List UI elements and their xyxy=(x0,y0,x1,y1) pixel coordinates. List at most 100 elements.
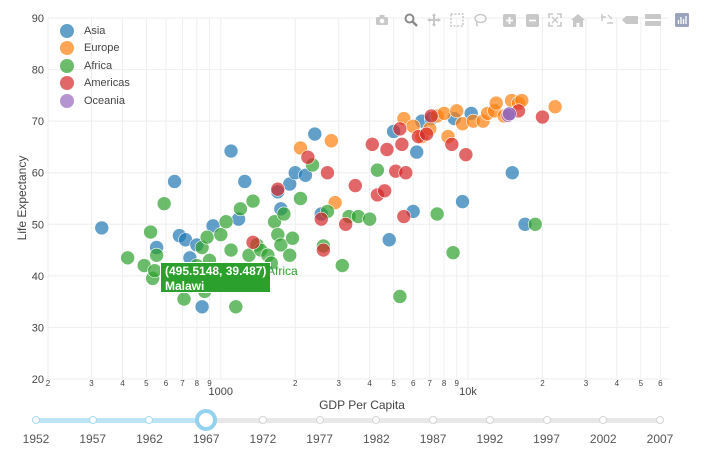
data-point-americas[interactable] xyxy=(364,137,380,152)
data-point-africa[interactable] xyxy=(143,224,158,240)
data-point-americas[interactable] xyxy=(270,181,286,197)
year-slider-step[interactable] xyxy=(258,416,267,424)
data-point-africa[interactable] xyxy=(429,206,445,222)
year-slider-step[interactable] xyxy=(145,416,154,424)
data-point-americas[interactable] xyxy=(377,183,392,199)
zoom-out-icon[interactable] xyxy=(523,11,541,29)
data-point-americas[interactable] xyxy=(419,126,434,142)
year-label-2002[interactable]: 2002 xyxy=(589,432,617,446)
year-slider-step[interactable] xyxy=(88,416,97,424)
data-point-africa[interactable] xyxy=(223,242,239,258)
year-label-1957[interactable]: 1957 xyxy=(79,432,107,446)
data-point-africa[interactable] xyxy=(176,291,192,307)
zoom-icon[interactable] xyxy=(402,11,420,29)
legend-item-europe[interactable]: Europe xyxy=(60,40,130,58)
pan-icon[interactable] xyxy=(425,11,443,29)
autoscale-icon[interactable] xyxy=(546,11,564,29)
data-point-americas[interactable] xyxy=(396,209,412,224)
year-slider-step[interactable] xyxy=(315,416,324,424)
legend-item-africa[interactable]: Africa xyxy=(60,57,130,75)
data-point-asia[interactable] xyxy=(307,126,323,142)
data-point-asia[interactable] xyxy=(94,220,110,236)
data-point-africa[interactable] xyxy=(213,227,229,242)
year-label-1977[interactable]: 1977 xyxy=(306,432,333,446)
data-point-africa[interactable] xyxy=(273,237,289,253)
data-point-africa[interactable] xyxy=(245,193,261,209)
year-slider-step[interactable] xyxy=(542,416,551,424)
data-point-asia[interactable] xyxy=(167,174,182,189)
data-point-americas[interactable] xyxy=(458,147,474,162)
data-point-americas[interactable] xyxy=(394,137,410,152)
data-point-europe[interactable] xyxy=(449,103,465,119)
data-point-europe[interactable] xyxy=(324,133,339,149)
data-point-asia[interactable] xyxy=(504,165,520,181)
year-label-1972[interactable]: 1972 xyxy=(249,432,277,446)
data-point-africa[interactable] xyxy=(199,229,215,245)
lasso-select-icon[interactable] xyxy=(471,11,489,29)
legend-item-americas[interactable]: Americas xyxy=(60,75,130,93)
legend-item-asia[interactable]: Asia xyxy=(60,22,130,40)
data-point-asia[interactable] xyxy=(223,143,239,159)
year-slider-step[interactable] xyxy=(429,416,438,424)
data-point-asia[interactable] xyxy=(237,174,253,189)
data-point-americas[interactable] xyxy=(398,165,414,181)
data-point-americas[interactable] xyxy=(300,149,316,165)
data-point-asia[interactable] xyxy=(194,299,210,315)
data-point-americas[interactable] xyxy=(338,216,353,232)
zoom-in-icon[interactable] xyxy=(500,11,518,29)
year-slider-step[interactable] xyxy=(32,416,40,424)
hover-compare-icon[interactable] xyxy=(644,11,662,29)
hover-closest-icon[interactable] xyxy=(621,11,639,29)
data-point-europe[interactable] xyxy=(547,99,563,115)
year-label-1992[interactable]: 1992 xyxy=(476,432,504,446)
data-point-asia[interactable] xyxy=(381,232,397,248)
data-point-africa[interactable] xyxy=(392,289,408,304)
year-label-1987[interactable]: 1987 xyxy=(419,432,447,446)
year-slider-track[interactable] xyxy=(36,418,660,423)
year-label-1962[interactable]: 1962 xyxy=(136,432,163,446)
data-point-africa[interactable] xyxy=(228,299,244,315)
data-point-americas[interactable] xyxy=(423,108,439,124)
data-point-americas[interactable] xyxy=(444,137,460,152)
data-point-americas[interactable] xyxy=(379,142,395,157)
data-point-americas[interactable] xyxy=(245,235,261,250)
data-point-africa[interactable] xyxy=(334,258,350,273)
data-point-africa[interactable] xyxy=(156,196,172,211)
data-point-africa[interactable] xyxy=(282,247,298,263)
legend-item-oceania[interactable]: Oceania xyxy=(60,92,130,110)
data-point-africa[interactable] xyxy=(527,216,543,232)
data-point-africa[interactable] xyxy=(149,247,164,263)
plotly-logo-icon[interactable] xyxy=(673,11,691,29)
data-point-americas[interactable] xyxy=(535,109,550,125)
data-point-africa[interactable] xyxy=(120,250,135,266)
spike-lines-icon[interactable] xyxy=(598,11,616,29)
data-point-africa[interactable] xyxy=(276,206,292,222)
camera-icon[interactable] xyxy=(373,11,391,29)
data-point-asia[interactable] xyxy=(298,167,313,183)
year-label-2007[interactable]: 2007 xyxy=(646,432,674,446)
year-label-1997[interactable]: 1997 xyxy=(533,432,560,446)
year-label-1967[interactable]: 1967 xyxy=(192,432,220,446)
data-point-europe[interactable] xyxy=(488,95,504,111)
data-point-africa[interactable] xyxy=(445,245,461,260)
data-point-asia[interactable] xyxy=(409,144,425,160)
data-point-americas[interactable] xyxy=(348,178,363,193)
data-point-africa[interactable] xyxy=(293,191,308,206)
data-point-africa[interactable] xyxy=(285,230,300,246)
reset-axes-icon[interactable] xyxy=(569,11,587,29)
data-point-africa[interactable] xyxy=(218,214,234,230)
year-slider-step[interactable] xyxy=(372,416,381,424)
year-slider-step[interactable] xyxy=(656,416,664,424)
data-point-africa[interactable] xyxy=(233,201,248,217)
data-point-africa[interactable] xyxy=(362,211,377,227)
year-slider-handle[interactable] xyxy=(195,409,218,431)
data-point-asia[interactable] xyxy=(455,194,470,209)
box-select-icon[interactable] xyxy=(448,11,466,29)
data-point-americas[interactable] xyxy=(314,211,329,227)
data-point-americas[interactable] xyxy=(392,121,408,137)
year-label-1952[interactable]: 1952 xyxy=(22,432,50,446)
data-point-africa[interactable] xyxy=(370,162,385,178)
data-point-americas[interactable] xyxy=(320,165,335,181)
year-label-1982[interactable]: 1982 xyxy=(363,432,390,446)
year-slider-step[interactable] xyxy=(599,416,608,424)
